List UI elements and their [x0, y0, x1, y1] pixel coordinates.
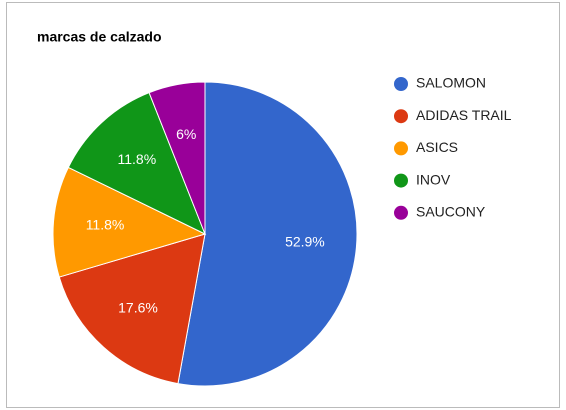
legend-swatch [394, 205, 408, 220]
legend-swatch [394, 77, 408, 91]
legend-label: SALOMON [416, 75, 486, 91]
slice-label: 11.8% [86, 216, 125, 232]
pie-slice [177, 81, 358, 387]
slice-label: 6% [176, 126, 196, 142]
legend-swatch [394, 141, 408, 156]
legend-swatch [394, 173, 408, 188]
pie-slice [148, 81, 206, 235]
pie-slice [58, 233, 206, 385]
legend-label: ADIDAS TRAIL [416, 107, 512, 123]
pie-slice [67, 92, 206, 236]
chart-title: marcas de calzado [37, 29, 162, 45]
pie-slice [52, 166, 207, 278]
slice-label: 52.9% [285, 234, 325, 250]
legend-label: INOV [416, 171, 451, 187]
legend-swatch [394, 109, 408, 124]
slice-label: 17.6% [118, 299, 158, 315]
legend-label: SAUCONY [416, 204, 486, 220]
legend-label: ASICS [416, 139, 458, 155]
slice-label: 11.8% [118, 151, 157, 167]
